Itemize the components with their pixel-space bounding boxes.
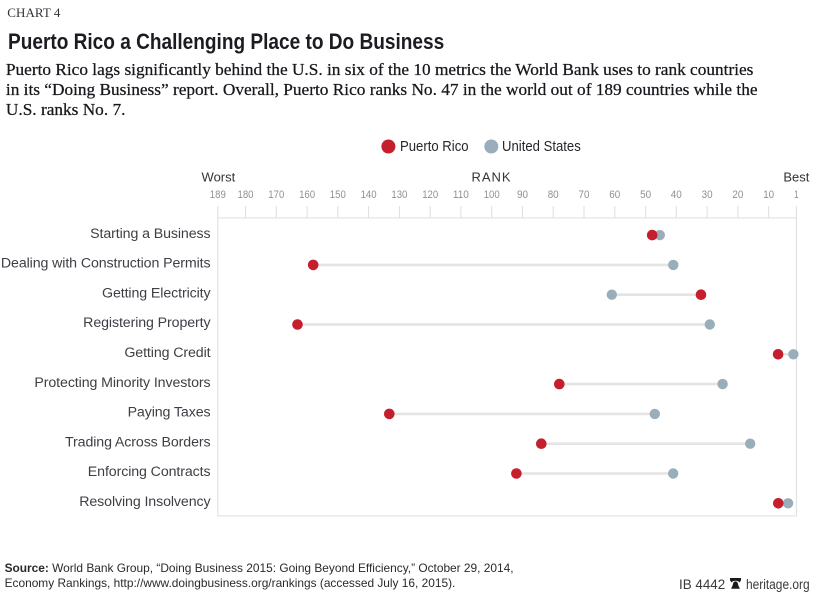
svg-text:30: 30	[702, 189, 713, 201]
svg-text:60: 60	[609, 189, 620, 201]
svg-text:80: 80	[548, 189, 559, 201]
svg-text:70: 70	[579, 189, 590, 201]
svg-text:130: 130	[391, 189, 407, 201]
svg-text:Enforcing Contracts: Enforcing Contracts	[88, 464, 211, 480]
svg-text:20: 20	[732, 189, 743, 201]
svg-text:Trading Across Borders: Trading Across Borders	[65, 434, 211, 450]
svg-text:40: 40	[671, 189, 682, 201]
svg-text:1: 1	[794, 189, 799, 201]
svg-text:160: 160	[299, 189, 315, 201]
svg-text:140: 140	[361, 189, 377, 201]
svg-text:Starting a Business: Starting a Business	[90, 226, 210, 242]
svg-text:110: 110	[453, 189, 469, 201]
svg-text:100: 100	[484, 189, 500, 201]
svg-text:Worst: Worst	[202, 170, 236, 185]
svg-text:Dealing with Construction Perm: Dealing with Construction Permits	[1, 256, 211, 272]
svg-text:Best: Best	[783, 170, 809, 185]
svg-text:RANK: RANK	[471, 170, 511, 185]
svg-text:90: 90	[517, 189, 528, 201]
svg-text:180: 180	[238, 189, 254, 201]
svg-text:Protecting Minority Investors: Protecting Minority Investors	[34, 375, 210, 391]
svg-text:Getting Credit: Getting Credit	[124, 345, 210, 361]
svg-text:189: 189	[210, 189, 226, 201]
svg-text:Resolving Insolvency: Resolving Insolvency	[79, 494, 211, 510]
svg-text:10: 10	[763, 189, 774, 201]
svg-text:Paying Taxes: Paying Taxes	[128, 405, 211, 421]
svg-text:50: 50	[640, 189, 651, 201]
svg-text:Getting Electricity: Getting Electricity	[102, 285, 211, 301]
svg-text:170: 170	[268, 189, 284, 201]
svg-text:120: 120	[422, 189, 438, 201]
svg-text:150: 150	[330, 189, 346, 201]
svg-text:Registering Property: Registering Property	[83, 315, 211, 331]
